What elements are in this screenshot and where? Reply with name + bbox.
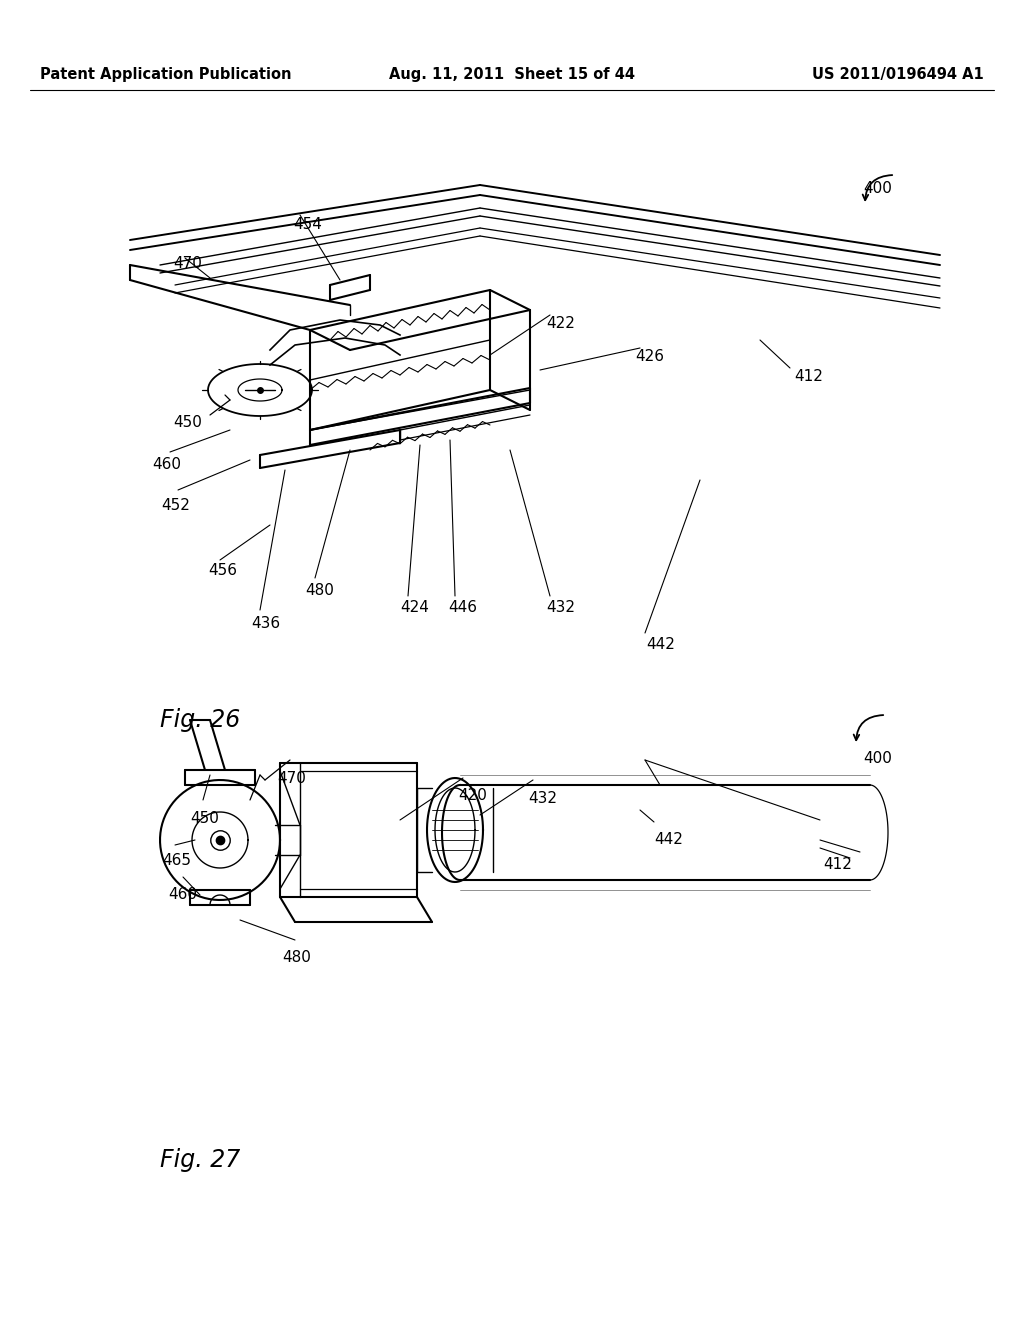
Text: 400: 400 (863, 181, 892, 197)
Text: 436: 436 (252, 615, 281, 631)
Text: 432: 432 (547, 599, 575, 615)
Text: 420: 420 (459, 788, 487, 804)
Text: 452: 452 (162, 498, 190, 513)
Text: 450: 450 (173, 414, 202, 430)
Text: 454: 454 (293, 216, 322, 232)
Text: 422: 422 (547, 315, 575, 331)
Text: 424: 424 (400, 599, 429, 615)
Text: 412: 412 (795, 368, 823, 384)
Text: 470: 470 (278, 771, 306, 787)
Text: 426: 426 (636, 348, 665, 364)
Text: 480: 480 (305, 582, 334, 598)
Text: 412: 412 (823, 857, 852, 873)
Text: 460: 460 (168, 887, 197, 903)
Text: Fig. 26: Fig. 26 (160, 708, 241, 733)
Text: 400: 400 (863, 751, 892, 767)
Text: US 2011/0196494 A1: US 2011/0196494 A1 (812, 67, 984, 82)
Text: Aug. 11, 2011  Sheet 15 of 44: Aug. 11, 2011 Sheet 15 of 44 (389, 67, 635, 82)
Text: 442: 442 (654, 832, 683, 847)
Text: 460: 460 (153, 457, 181, 473)
Text: 442: 442 (646, 636, 675, 652)
Text: Fig. 27: Fig. 27 (160, 1148, 241, 1172)
Text: 480: 480 (283, 949, 311, 965)
Text: 450: 450 (190, 810, 219, 826)
Text: 465: 465 (163, 853, 191, 869)
Text: 456: 456 (209, 562, 238, 578)
Text: 432: 432 (528, 791, 557, 807)
Text: 470: 470 (173, 256, 202, 272)
Text: 446: 446 (449, 599, 477, 615)
Text: Patent Application Publication: Patent Application Publication (40, 67, 292, 82)
